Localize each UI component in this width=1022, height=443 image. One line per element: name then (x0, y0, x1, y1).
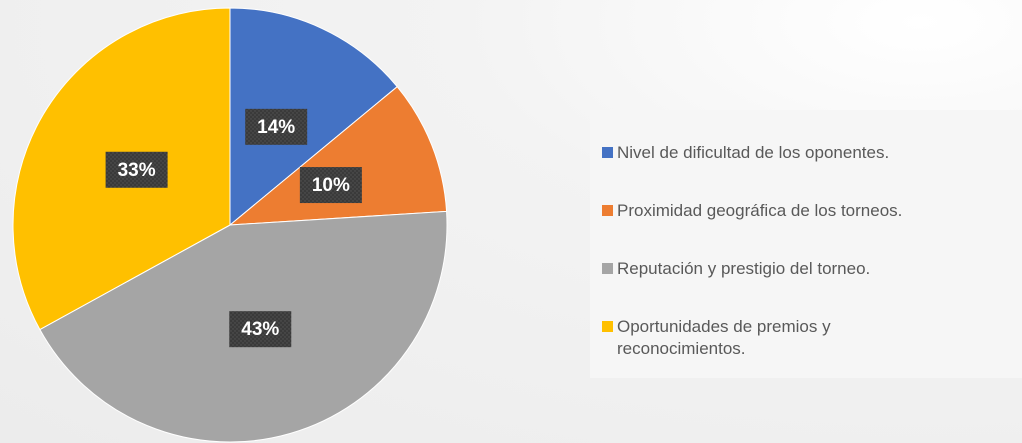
pie-slice (229, 7, 398, 227)
data-label-box (105, 151, 168, 188)
legend-swatch (602, 147, 613, 158)
legend-swatch (602, 263, 613, 274)
legend-label: Oportunidades de premios y reconocimient… (617, 317, 831, 358)
legend-swatch (602, 205, 613, 216)
legend-item: Nivel de dificultad de los oponentes. (602, 142, 1022, 200)
legend-swatch (602, 321, 613, 332)
legend-item: Reputación y prestigio del torneo. (602, 258, 1022, 316)
data-label: 10% (312, 175, 350, 196)
legend-item: Proximidad geográfica de los torneos. (602, 200, 1022, 258)
data-label: 43% (241, 319, 279, 340)
pie-slice (228, 85, 448, 226)
legend-label: Proximidad geográfica de los torneos. (617, 201, 903, 220)
legend-label: Nivel de dificultad de los oponentes. (617, 143, 890, 162)
data-label-box (299, 167, 362, 204)
legend-label: Reputación y prestigio del torneo. (617, 259, 871, 278)
data-label: 14% (257, 117, 295, 138)
legend: Nivel de dificultad de los oponentes. Pro… (590, 110, 1022, 378)
data-label-box (245, 108, 308, 145)
data-label: 33% (118, 160, 156, 181)
legend-item: Oportunidades de premios y reconocimient… (602, 316, 1022, 374)
data-label-box (229, 311, 292, 348)
